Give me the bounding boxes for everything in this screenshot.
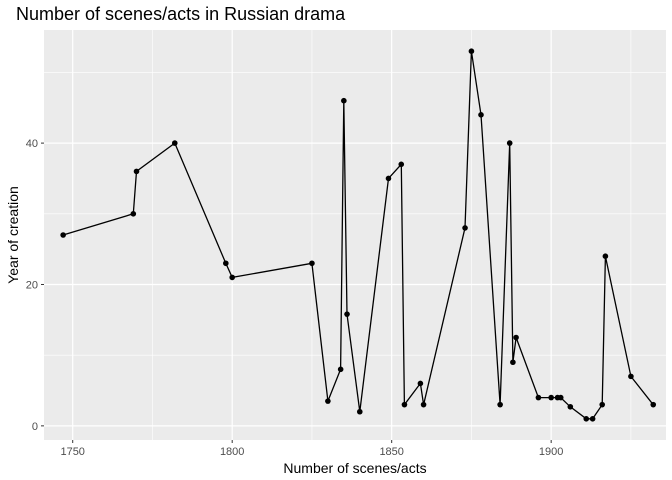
data-point (510, 359, 516, 366)
data-point (401, 401, 408, 408)
x-axis-label: Number of scenes/acts (283, 460, 426, 476)
data-point (341, 97, 347, 104)
x-tick-label: 1750 (60, 446, 84, 458)
data-point (557, 394, 564, 401)
data-point (567, 403, 574, 410)
data-point (133, 168, 140, 175)
data-point (344, 311, 350, 317)
data-point (420, 401, 427, 408)
data-point (535, 394, 542, 401)
x-tick-label: 1800 (220, 446, 244, 458)
data-point (337, 366, 344, 373)
y-tick-label: 40 (26, 138, 38, 150)
x-tick-label: 1850 (379, 446, 403, 458)
data-point (583, 415, 590, 422)
data-point (385, 175, 392, 182)
data-point (398, 161, 405, 168)
data-point (599, 401, 606, 408)
data-point (548, 394, 554, 401)
data-point (650, 401, 657, 408)
data-point (462, 225, 468, 231)
y-tick-label: 0 (32, 421, 38, 433)
data-point (309, 260, 315, 267)
data-point (628, 373, 634, 380)
data-point (497, 401, 503, 408)
data-point (325, 398, 331, 404)
data-point (229, 274, 235, 281)
points (60, 48, 657, 422)
data-point (513, 334, 519, 341)
y-axis-label: Year of creation (5, 186, 21, 284)
data-point (417, 380, 424, 387)
data-point (478, 112, 484, 118)
chart-title: Number of scenes/acts in Russian drama (16, 4, 346, 24)
y-tick-label: 20 (26, 279, 38, 291)
data-point (130, 210, 137, 217)
x-tick-label: 1900 (539, 446, 563, 458)
y-axis-ticks: 0 20 40 (26, 138, 44, 433)
data-point (60, 232, 66, 238)
data-point (506, 140, 513, 146)
data-point (602, 253, 609, 260)
data-point (589, 415, 596, 422)
data-point (171, 140, 178, 146)
grid-major (44, 30, 666, 440)
data-point (223, 260, 229, 267)
data-point (356, 408, 363, 415)
x-axis-ticks: 1750 1800 1850 1900 (60, 440, 563, 458)
data-point (468, 48, 475, 55)
grid-minor (44, 30, 666, 440)
